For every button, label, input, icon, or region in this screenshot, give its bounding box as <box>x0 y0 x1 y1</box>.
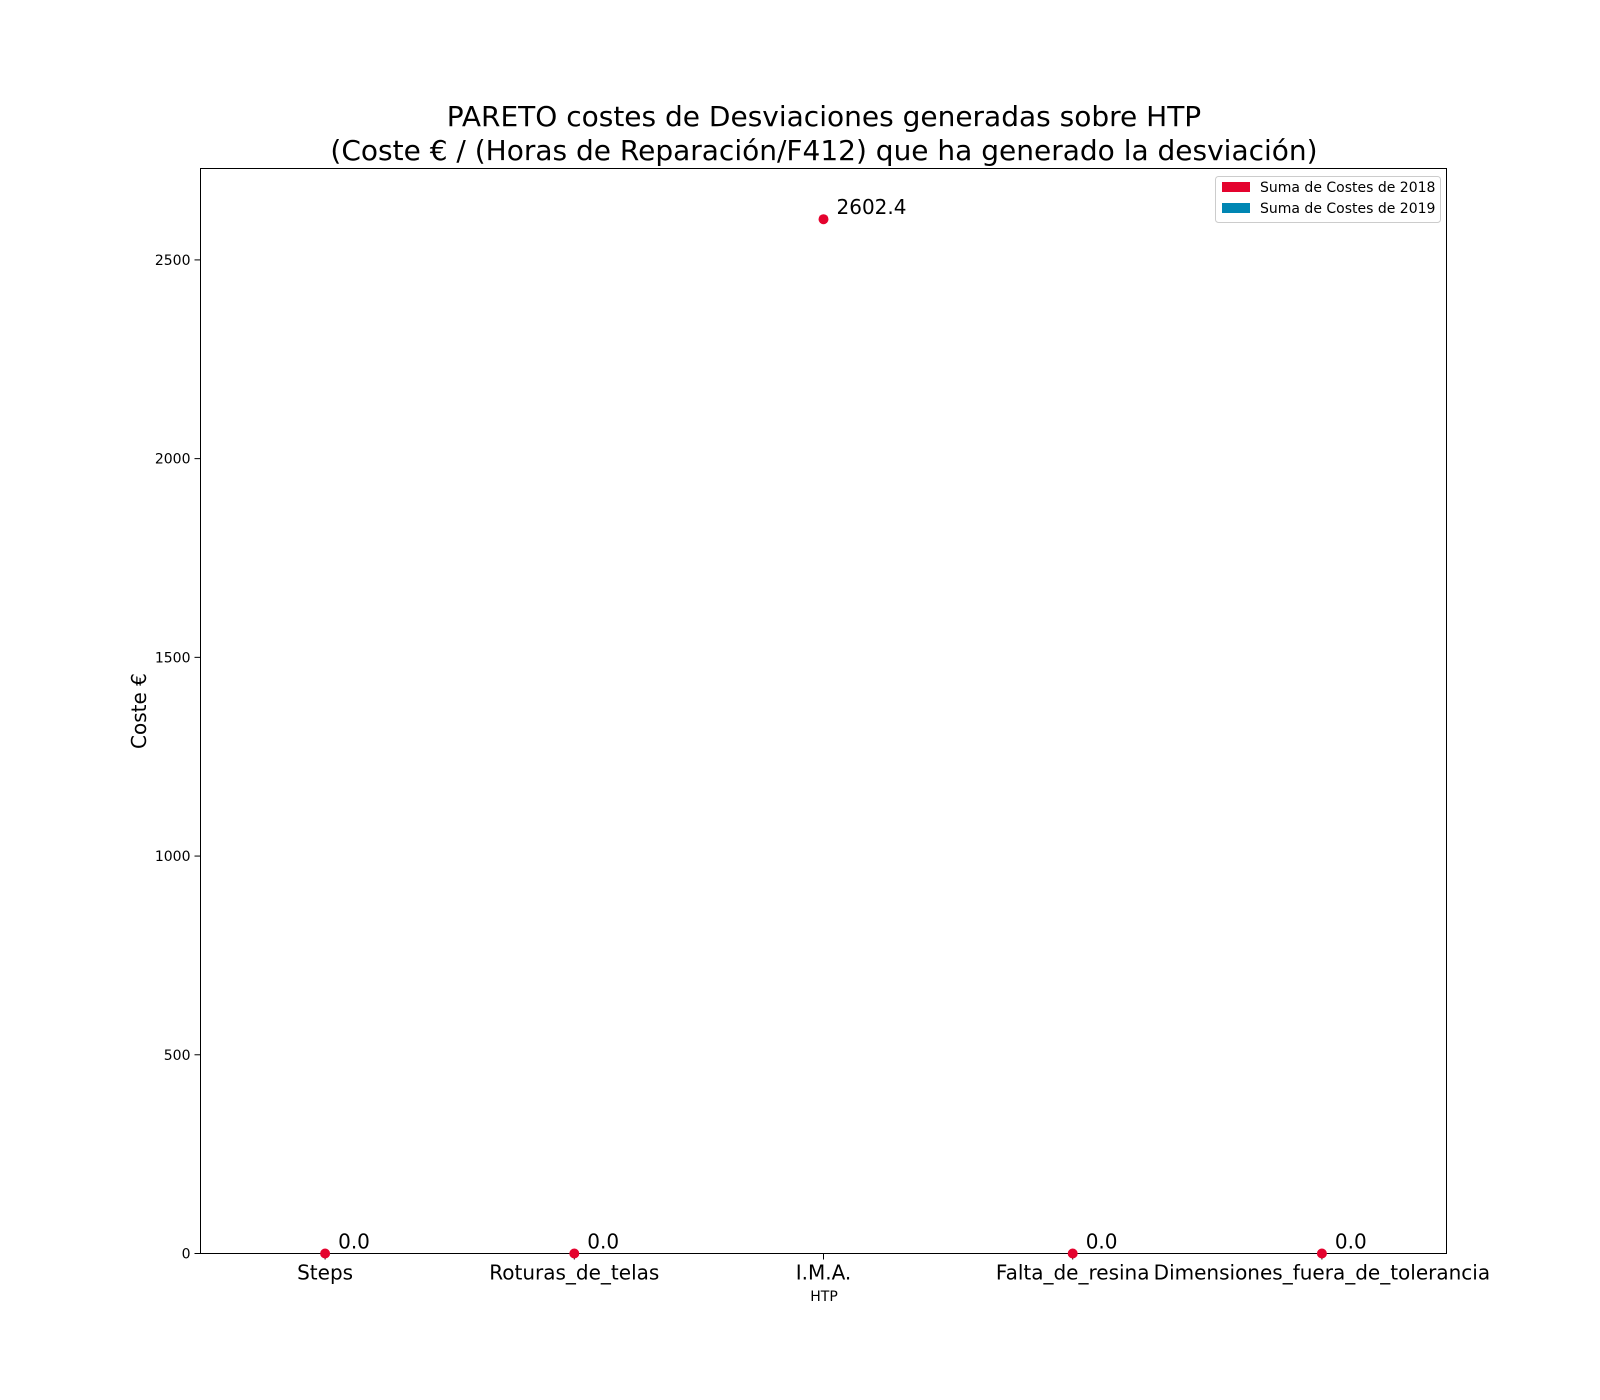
legend-label-2018: Suma de Costes de 2018 <box>1260 180 1435 196</box>
y-tick-label: 1000 <box>155 849 191 865</box>
x-axis-ticks: Steps Roturas_de_telas I.M.A. Falta_de_resi… <box>297 1253 1490 1285</box>
data-label: 0.0 <box>1086 1230 1118 1254</box>
x-tick-label: Steps <box>297 1261 353 1285</box>
data-labels: 0.0 0.0 2602.4 0.0 0.0 <box>338 195 1367 1253</box>
y-axis-label: Coste € <box>127 673 151 749</box>
data-point <box>818 214 829 225</box>
data-label: 0.0 <box>587 1230 619 1254</box>
legend: Suma de Costes de 2018 Suma de Costes de… <box>1215 176 1441 223</box>
y-tick-label: 2500 <box>155 253 191 269</box>
y-tick-label: 0 <box>182 1247 191 1263</box>
x-tick-label: Dimensiones_fuera_de_tolerancia <box>1154 1261 1490 1285</box>
x-tick-label: I.M.A. <box>796 1261 852 1285</box>
data-label: 0.0 <box>338 1230 370 1254</box>
legend-swatch-2018 <box>1222 182 1250 192</box>
data-points <box>320 214 1327 1259</box>
y-tick-label: 2000 <box>155 452 191 468</box>
chart-title-line2: (Coste € / (Horas de Reparación/F412) qu… <box>330 134 1317 167</box>
y-axis-ticks: 0 500 1000 1500 2000 2500 <box>155 253 201 1263</box>
x-tick-label: Falta_de_resina <box>996 1261 1150 1285</box>
x-axis-label: HTP <box>810 1289 838 1305</box>
y-tick-label: 500 <box>164 1048 191 1064</box>
plot-area <box>200 168 1447 1254</box>
legend-label-2019: Suma de Costes de 2019 <box>1260 201 1435 217</box>
legend-swatch-2019 <box>1222 203 1250 213</box>
y-tick-label: 1500 <box>155 650 191 666</box>
chart-title-line1: PARETO costes de Desviaciones generadas … <box>447 100 1201 133</box>
data-point <box>320 1248 331 1259</box>
x-tick-label: Roturas_de_telas <box>489 1261 659 1285</box>
data-label: 2602.4 <box>837 195 907 219</box>
data-point <box>569 1248 580 1259</box>
data-point <box>1067 1248 1078 1259</box>
data-point <box>1316 1248 1327 1259</box>
legend-box <box>1215 176 1441 223</box>
data-label: 0.0 <box>1335 1230 1367 1254</box>
